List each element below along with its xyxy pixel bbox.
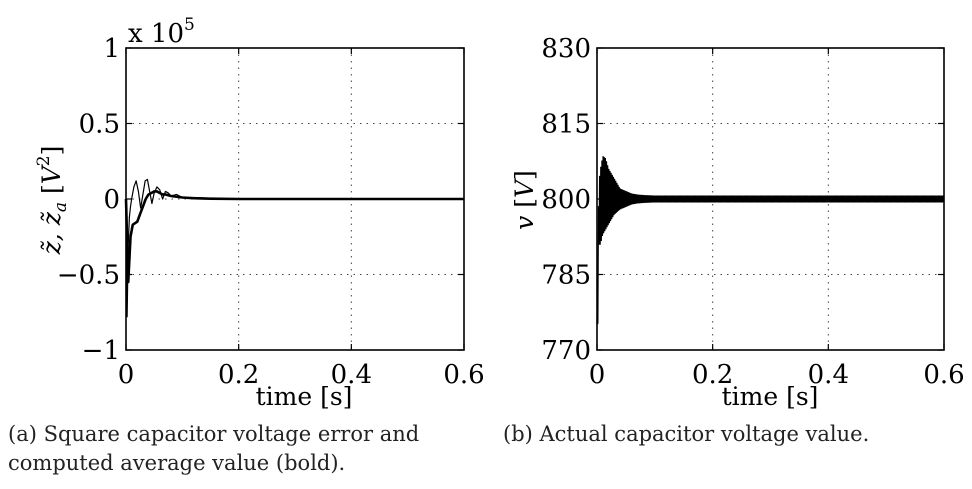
chart-b-ytick-label-0: 770: [541, 336, 591, 366]
chart-b-ytick-label-4: 830: [541, 34, 591, 64]
chart-a-multiplier: x 105: [128, 15, 195, 49]
caption-b: (b) Actual capacitor voltage value.: [503, 422, 870, 446]
chart-b-series: [596, 155, 945, 325]
chart-b-ytick-label-2: 800: [541, 185, 591, 215]
chart-a-xtick-label-3: 0.6: [443, 360, 484, 390]
chart-a: 0 0.2 0.4 0.6 −1 −0.5 0 0.5 1 x 105 time [s] z̃,…: [34, 15, 485, 411]
chart-b-xtick-label-0: 0: [589, 360, 606, 390]
figure: 0 0.2 0.4 0.6 −1 −0.5 0 0.5 1 x 105 time [s] z̃,…: [34, 15, 965, 411]
chart-b-ylabel: v [V]: [510, 170, 539, 230]
caption-a: (a) Square capacitor voltage error and c…: [8, 422, 420, 475]
chart-b-ytick-label-3: 815: [541, 110, 591, 140]
chart-a-ytick-label-3: 0.5: [79, 110, 120, 140]
chart-b-xlabel: time [s]: [722, 382, 819, 411]
chart-a-ticks: 0 0.2 0.4 0.6 −1 −0.5 0 0.5 1: [57, 34, 485, 390]
chart-b: 0 0.2 0.4 0.6 770 785 800 815 830 time [s] v [V]: [510, 34, 965, 411]
chart-a-series: [124, 178, 464, 318]
chart-b-series-0: [596, 155, 945, 325]
chart-a-ytick-label-4: 1: [103, 34, 120, 64]
chart-a-xtick-label-2: 0.4: [331, 360, 372, 390]
chart-a-ytick-label-0: −1: [82, 336, 120, 366]
chart-a-ylabel: z̃, z̃a [V2]: [34, 146, 71, 256]
chart-a-xtick-label-0: 0: [118, 360, 135, 390]
chart-b-ytick-label-1: 785: [541, 261, 591, 291]
chart-b-xtick-label-2: 0.4: [808, 360, 849, 390]
chart-a-series-1: [124, 190, 464, 284]
chart-a-xlabel: time [s]: [256, 382, 353, 411]
chart-a-ytick-label-1: −0.5: [57, 261, 120, 291]
chart-b-xtick-label-1: 0.2: [692, 360, 733, 390]
chart-b-xtick-label-3: 0.6: [923, 360, 964, 390]
chart-a-xtick-label-1: 0.2: [218, 360, 259, 390]
chart-b-ticks: 0 0.2 0.4 0.6 770 785 800 815 830: [541, 34, 964, 390]
chart-a-ytick-label-2: 0: [103, 185, 120, 215]
